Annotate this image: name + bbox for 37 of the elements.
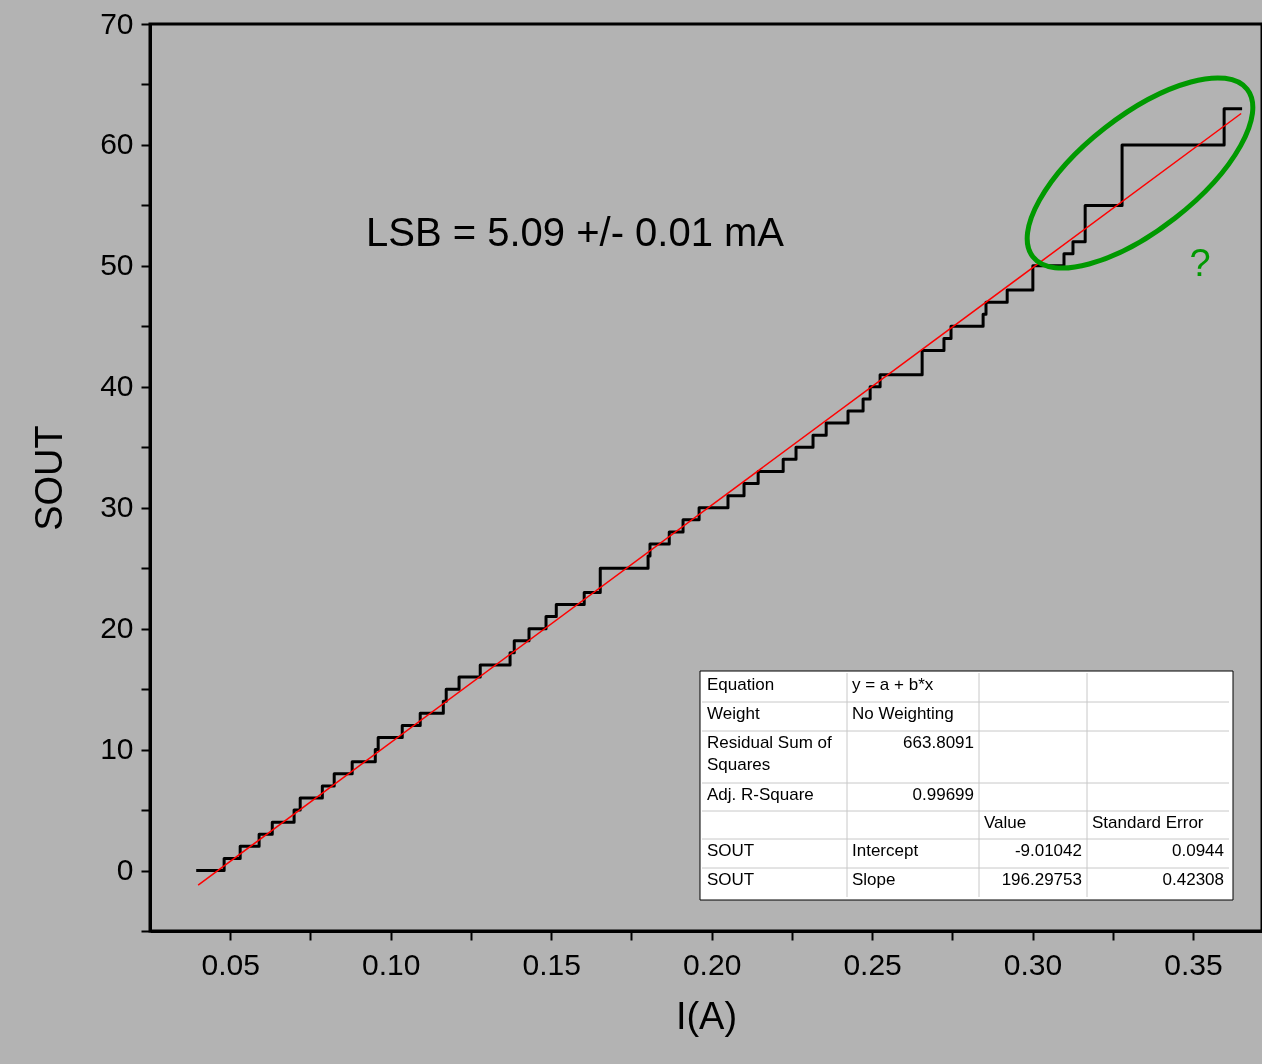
annotation: y = a + b*x [852,675,934,694]
annotation: 663.8091 [903,733,974,752]
y-tick-label: 40 [100,369,134,403]
annotation: -9.01042 [1014,841,1082,860]
annotation: Equation [707,675,775,694]
x-tick-label: 0.30 [1003,947,1063,981]
annotation: Slope [852,870,896,889]
x-tick-label: 0.25 [843,947,902,981]
x-axis-title: I(A) [675,994,738,1037]
annotation: No Weighting [852,704,954,723]
y-axis-title: SOUT [28,425,71,531]
y-tick-label: 70 [100,6,134,40]
y-tick-label: 60 [100,127,134,161]
annotation: LSB = 5.09 +/- 0.01 mA [366,210,785,254]
annotation: Residual Sum of Squares [707,733,832,774]
y-tick-label: 10 [100,732,134,766]
annotation: 0.42308 [1162,870,1224,889]
y-tick-label: 30 [100,490,134,524]
annotation: 0.99699 [912,785,974,804]
annotation: ? [1189,242,1211,284]
y-tick-label: 20 [100,611,134,645]
annotation: Value [984,813,1027,832]
annotation: 196.29753 [1001,870,1082,889]
annotation: Intercept [852,841,919,860]
y-tick-label: 50 [100,248,134,282]
annotation: 0.0944 [1172,841,1224,860]
x-tick-label: 0.35 [1164,947,1223,981]
x-tick-label: 0.10 [362,947,421,981]
annotation: SOUT [707,841,755,860]
x-tick-label: 0.05 [201,947,260,981]
y-tick-label: 0 [116,853,134,887]
x-tick-label: 0.20 [682,947,742,981]
annotation: Standard Error [1092,813,1204,832]
annotation: Weight [707,704,760,723]
annotation: SOUT [707,870,755,889]
annotation: Adj. R-Square [707,785,814,804]
x-tick-label: 0.15 [522,947,581,981]
